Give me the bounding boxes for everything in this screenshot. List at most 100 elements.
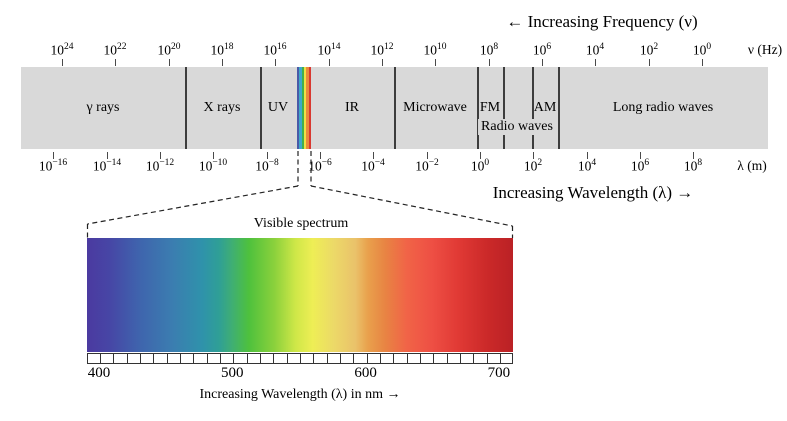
band-region-label: FM — [479, 100, 501, 115]
ruler-tick-mark — [193, 354, 195, 363]
frequency-tick-mark — [115, 59, 116, 66]
wavelength-tick-mark — [267, 152, 268, 159]
frequency-tick-mark — [649, 59, 650, 66]
frequency-tick-mark — [435, 59, 436, 66]
frequency-tick-label: 102 — [639, 42, 659, 58]
wavelength-tick-label: 102 — [523, 158, 543, 174]
ruler-tick-mark — [419, 354, 421, 363]
frequency-tick-label: 108 — [479, 42, 499, 58]
nm-tick-label: 400 — [87, 365, 111, 381]
region-divider — [260, 67, 262, 149]
band-region-label: γ rays — [86, 100, 120, 115]
wavelength-tick-label: 10−4 — [361, 158, 385, 174]
band-region-sublabel: Radio waves — [478, 119, 556, 135]
wavelength-tick-label: 10−2 — [415, 158, 439, 174]
region-divider — [185, 67, 187, 149]
ruler-tick-mark — [246, 354, 248, 363]
band-region-label: IR — [345, 100, 359, 115]
ruler-tick-mark — [499, 354, 501, 363]
wavelength-tick-mark — [427, 152, 428, 159]
band-region-label: AM — [533, 100, 557, 115]
wavelength-tick-mark — [640, 152, 641, 159]
nm-tick-label: 700 — [487, 365, 511, 381]
wavelength-tick-mark — [213, 152, 214, 159]
frequency-tick-mark — [222, 59, 223, 66]
frequency-tick-label: 104 — [585, 42, 605, 58]
frequency-tick-mark — [489, 59, 490, 66]
wavelength-tick-label: 10−14 — [92, 158, 122, 174]
visible-light-stripe — [297, 67, 311, 149]
nm-ruler — [87, 353, 513, 364]
frequency-tick-mark — [275, 59, 276, 66]
ruler-tick-mark — [113, 354, 115, 363]
ruler-tick-mark — [393, 354, 395, 363]
frequency-tick-mark — [329, 59, 330, 66]
wavelength-tick-mark — [587, 152, 588, 159]
frequency-tick-mark — [595, 59, 596, 66]
region-divider — [532, 67, 534, 149]
nm-tick-label: 600 — [354, 365, 377, 381]
ruler-tick-mark — [126, 354, 128, 363]
ruler-tick-mark — [486, 354, 488, 363]
frequency-unit-label: ν (Hz) — [747, 42, 783, 57]
band-region-label: UV — [267, 100, 289, 115]
ruler-tick-mark — [139, 354, 141, 363]
frequency-tick-label: 1024 — [50, 42, 74, 58]
ruler-tick-mark — [166, 354, 168, 363]
ruler-tick-mark — [259, 354, 261, 363]
frequency-tick-label: 106 — [532, 42, 552, 58]
spectrum-band: γ rays X rays UV IR Microwave FM AM Long radio … — [21, 67, 768, 149]
ruler-tick-mark — [406, 354, 408, 363]
frequency-tick-label: 1016 — [263, 42, 287, 58]
wavelength-tick-label: 108 — [683, 158, 703, 174]
band-region-label: Long radio waves — [612, 100, 714, 115]
stripe-color-band — [306, 67, 309, 149]
ruler-tick-mark — [473, 354, 475, 363]
ruler-tick-mark — [273, 354, 275, 363]
ruler-tick-mark — [219, 354, 221, 363]
stripe-color-band — [308, 67, 311, 149]
frequency-tick-label: 1012 — [370, 42, 394, 58]
increasing-wavelength-title: Increasing Wavelength (λ) → — [492, 183, 694, 202]
wavelength-tick-mark — [320, 152, 321, 159]
ruler-tick-mark — [339, 354, 341, 363]
frequency-tick-label: 1020 — [157, 42, 181, 58]
nm-axis-title: Increasing Wavelength (λ) in nm → — [199, 387, 401, 402]
wavelength-tick-label: 10−6 — [308, 158, 332, 174]
ruler-tick-mark — [313, 354, 315, 363]
wavelength-tick-mark — [693, 152, 694, 159]
region-divider — [503, 67, 505, 149]
frequency-tick-mark — [382, 59, 383, 66]
stripe-color-band — [303, 67, 307, 149]
band-region-label: Microwave — [403, 100, 467, 115]
wavelength-tick-mark — [373, 152, 374, 159]
wavelength-tick-mark — [53, 152, 54, 159]
wavelength-tick-mark — [533, 152, 534, 159]
wavelength-tick-mark — [107, 152, 108, 159]
wavelength-tick-mark — [480, 152, 481, 159]
ruler-tick-mark — [379, 354, 381, 363]
ruler-tick-mark — [433, 354, 435, 363]
wavelength-tick-label: 10−8 — [255, 158, 279, 174]
frequency-tick-label: 1014 — [317, 42, 341, 58]
region-divider — [394, 67, 396, 149]
nm-tick-label: 500 — [221, 365, 244, 381]
wavelength-tick-label: 10−10 — [198, 158, 228, 174]
ruler-tick-mark — [233, 354, 235, 363]
ruler-tick-mark — [446, 354, 448, 363]
stripe-color-band — [301, 67, 304, 149]
ruler-tick-mark — [100, 354, 101, 363]
stripe-color-band — [297, 67, 300, 149]
ruler-tick-mark — [366, 354, 368, 363]
ruler-tick-mark — [179, 354, 181, 363]
stripe-color-band — [299, 67, 302, 149]
wavelength-tick-label: 10−16 — [38, 158, 68, 174]
ruler-tick-mark — [459, 354, 461, 363]
increasing-frequency-title: ← Increasing Frequency (ν) — [506, 12, 698, 31]
ruler-tick-mark — [286, 354, 288, 363]
frequency-tick-label: 100 — [692, 42, 712, 58]
frequency-tick-mark — [169, 59, 170, 66]
ruler-tick-mark — [153, 354, 155, 363]
wavelength-tick-label: 104 — [577, 158, 597, 174]
